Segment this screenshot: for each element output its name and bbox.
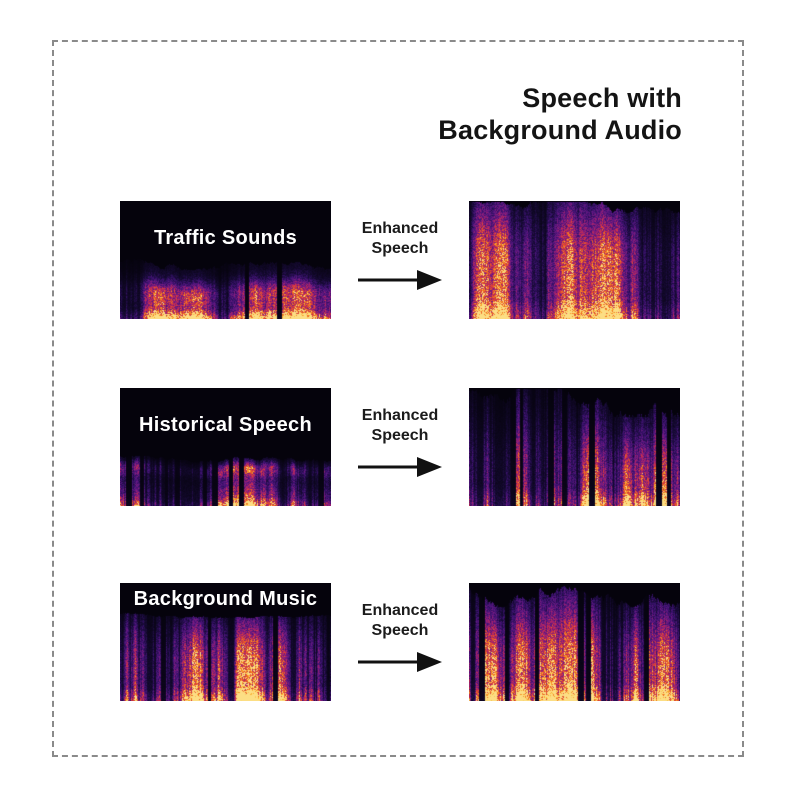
arrow-label-line2: Speech bbox=[371, 622, 429, 639]
arrow-right-icon bbox=[358, 270, 442, 290]
row-background-music: Background Music Enhanced Speech bbox=[0, 583, 800, 703]
enhanced-speech-label: Enhanced Speech bbox=[348, 406, 452, 446]
page-title-line1: Speech with bbox=[522, 83, 682, 113]
page-title: Speech with Background Audio bbox=[438, 83, 682, 146]
enhancement-arrow-block: Enhanced Speech bbox=[348, 219, 452, 292]
row-traffic-sounds: Traffic Sounds Enhanced Speech bbox=[0, 201, 800, 321]
spectrogram-image-noisy-traffic bbox=[120, 201, 331, 319]
arrow-label-line1: Enhanced bbox=[361, 220, 439, 237]
spectrogram-image-noisy-music bbox=[120, 583, 331, 701]
enhancement-arrow-block: Enhanced Speech bbox=[348, 406, 452, 479]
spectrogram-image-noisy-historical bbox=[120, 388, 331, 506]
arrow-label-line2: Speech bbox=[371, 427, 429, 444]
spectrogram-noisy-historical: Historical Speech bbox=[120, 388, 331, 506]
spectrogram-label: Traffic Sounds bbox=[153, 227, 298, 249]
arrow-label-line1: Enhanced bbox=[361, 602, 439, 619]
spectrogram-image-enhanced-traffic bbox=[469, 201, 680, 319]
spectrogram-noisy-music: Background Music bbox=[120, 583, 331, 701]
spectrogram-enhanced-music bbox=[469, 583, 680, 701]
row-historical-speech: Historical Speech Enhanced Speech bbox=[0, 388, 800, 508]
spectrogram-enhanced-historical bbox=[469, 388, 680, 506]
spectrogram-enhanced-traffic bbox=[469, 201, 680, 319]
arrow-label-line2: Speech bbox=[371, 240, 429, 257]
dashed-border bbox=[52, 40, 744, 757]
enhancement-arrow-block: Enhanced Speech bbox=[348, 601, 452, 674]
arrow-right-icon bbox=[358, 652, 442, 672]
spectrogram-label: Historical Speech bbox=[139, 414, 312, 436]
spectrogram-image-enhanced-music bbox=[469, 583, 680, 701]
enhanced-speech-label: Enhanced Speech bbox=[348, 601, 452, 641]
arrow-label-line1: Enhanced bbox=[361, 407, 439, 424]
page-title-line2: Background Audio bbox=[438, 114, 682, 145]
spectrogram-noisy-traffic: Traffic Sounds bbox=[120, 201, 331, 319]
enhanced-speech-label: Enhanced Speech bbox=[348, 219, 452, 259]
spectrogram-label: Background Music bbox=[133, 588, 318, 610]
spectrogram-image-enhanced-historical bbox=[469, 388, 680, 506]
arrow-right-icon bbox=[358, 457, 442, 477]
